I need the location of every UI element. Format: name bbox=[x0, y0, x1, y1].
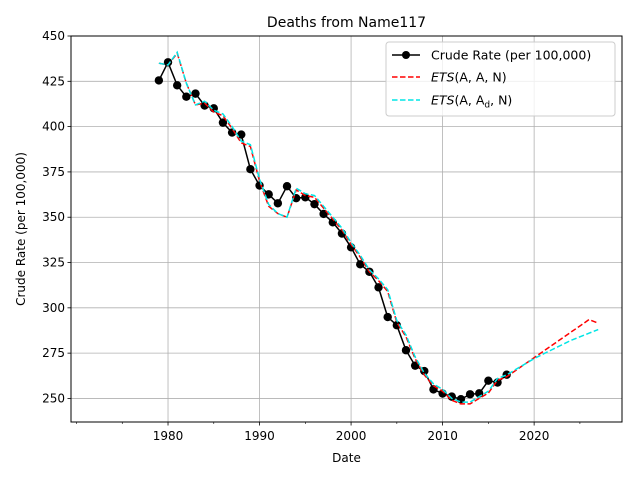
legend-label-ets-aan: ETS(A, A, N) bbox=[431, 70, 507, 85]
y-axis-ticks: 250 275 300 325 350 375 400 425 450 bbox=[42, 29, 71, 405]
data-point bbox=[200, 101, 209, 110]
data-point bbox=[264, 190, 273, 199]
data-point bbox=[401, 346, 411, 355]
series-line-2 bbox=[158, 50, 599, 403]
plot-series bbox=[154, 50, 599, 405]
x-tick-label: 2020 bbox=[519, 429, 550, 443]
x-tick-label: 1990 bbox=[244, 429, 275, 443]
y-tick-label: 325 bbox=[42, 256, 65, 270]
data-point bbox=[154, 76, 164, 85]
data-point bbox=[484, 376, 493, 385]
data-point bbox=[273, 199, 283, 208]
data-point bbox=[182, 92, 191, 101]
data-point bbox=[319, 209, 328, 219]
data-point bbox=[310, 199, 319, 209]
data-point bbox=[502, 370, 511, 379]
data-point bbox=[392, 321, 402, 330]
legend-box bbox=[385, 41, 616, 117]
data-point bbox=[383, 312, 392, 322]
y-tick-label: 300 bbox=[42, 301, 65, 315]
legend-label-ets-aadn-sub: d bbox=[484, 101, 490, 111]
data-point bbox=[191, 89, 200, 98]
legend-label-ets-aadn-end: , N) bbox=[490, 93, 512, 108]
legend-label-ets-aadn: ETS(A, Ad, N) bbox=[431, 93, 512, 111]
legend-entry-ets-aan: ETS(A, A, N) bbox=[392, 70, 507, 85]
legend-marker-crude-rate bbox=[402, 51, 410, 59]
x-tick-label: 2010 bbox=[427, 429, 458, 443]
legend-label-crude-rate: Crude Rate (per 100,000) bbox=[431, 48, 591, 63]
legend-entry-ets-aadn: ETS(A, Ad, N) bbox=[392, 93, 512, 111]
legend-entry-crude-rate: Crude Rate (per 100,000) bbox=[392, 48, 591, 63]
data-point bbox=[246, 164, 255, 174]
y-axis-label: Crude Rate (per 100,000) bbox=[14, 152, 28, 306]
legend-label-ets-aan-main: ETS bbox=[431, 70, 455, 85]
y-tick-label: 450 bbox=[42, 29, 65, 43]
y-tick-label: 400 bbox=[42, 120, 65, 134]
legend-label-ets-aan-args: (A, A, N) bbox=[454, 70, 506, 85]
y-tick-label: 275 bbox=[42, 346, 65, 360]
data-point bbox=[218, 118, 228, 127]
data-point bbox=[374, 283, 383, 292]
chart-title: Deaths from Name117 bbox=[267, 15, 426, 31]
data-point bbox=[172, 81, 182, 90]
x-axis-label: Date bbox=[332, 451, 361, 465]
data-point bbox=[356, 260, 365, 269]
x-axis-ticks: 1980 1990 2000 2010 2020 bbox=[76, 422, 581, 443]
data-point bbox=[301, 193, 310, 202]
legend: Crude Rate (per 100,000) ETS(A, A, N) ET… bbox=[385, 41, 616, 117]
data-point bbox=[163, 58, 173, 67]
y-tick-label: 425 bbox=[42, 74, 65, 88]
y-tick-label: 350 bbox=[42, 210, 65, 224]
y-tick-label: 250 bbox=[42, 391, 65, 405]
x-tick-label: 2000 bbox=[336, 429, 367, 443]
legend-label-ets-aadn-main: ETS bbox=[431, 93, 455, 108]
plot-frame bbox=[70, 35, 623, 423]
x-tick-label: 1980 bbox=[153, 429, 184, 443]
data-point bbox=[282, 182, 292, 191]
legend-label-ets-aadn-args: (A, A bbox=[454, 93, 484, 108]
data-point bbox=[465, 390, 475, 399]
y-tick-label: 375 bbox=[42, 165, 65, 179]
